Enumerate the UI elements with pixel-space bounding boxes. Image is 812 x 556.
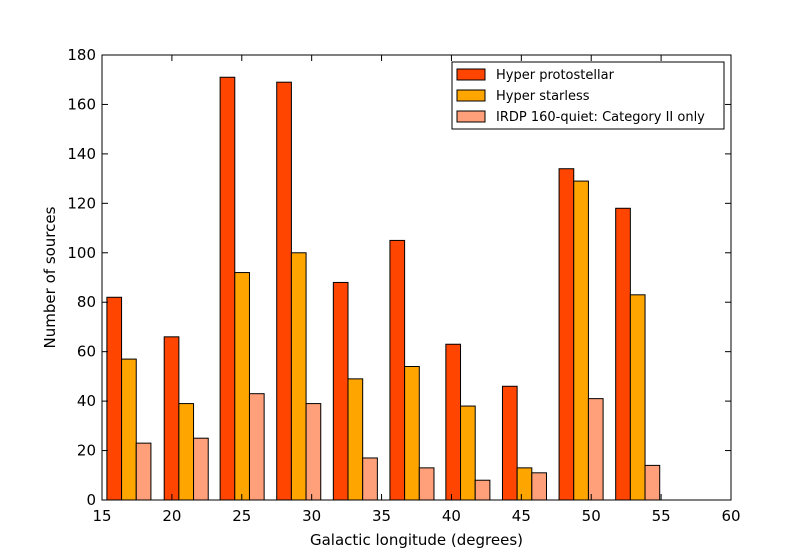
x-tick-label: 20 bbox=[162, 507, 181, 525]
x-tick-label: 60 bbox=[721, 507, 740, 525]
legend: Hyper protostellar Hyper starless IRDP 160… bbox=[451, 61, 725, 130]
y-tick-label: 180 bbox=[67, 46, 96, 64]
bar-series2-bin2 bbox=[178, 403, 195, 501]
y-tick-label: 20 bbox=[77, 442, 96, 460]
legend-label: Hyper starless bbox=[496, 89, 590, 104]
bar-series2-bin9 bbox=[573, 180, 589, 501]
y-tick-label: 60 bbox=[77, 343, 96, 361]
bar-series1-bin7 bbox=[445, 343, 462, 501]
x-tick-label: 35 bbox=[372, 507, 391, 525]
bar-series1-bin10 bbox=[615, 207, 631, 501]
y-tick-label: 100 bbox=[67, 244, 96, 262]
bar-series3-bin9 bbox=[587, 398, 604, 501]
x-tick-label: 30 bbox=[302, 507, 321, 525]
x-tick-label: 15 bbox=[92, 507, 111, 525]
legend-swatch bbox=[456, 89, 486, 102]
x-tick-label: 45 bbox=[512, 507, 531, 525]
x-tick-label: 50 bbox=[582, 507, 601, 525]
bar-series2-bin1 bbox=[121, 358, 137, 501]
legend-swatch bbox=[456, 110, 486, 123]
bar-series3-bin1 bbox=[135, 442, 152, 501]
bar-series1-bin5 bbox=[332, 281, 349, 501]
bar-series2-bin6 bbox=[404, 366, 420, 501]
y-tick-label: 160 bbox=[67, 95, 96, 113]
bar-series2-bin8 bbox=[516, 467, 533, 501]
bar-series1-bin1 bbox=[106, 296, 123, 501]
legend-box bbox=[451, 61, 725, 130]
bar-series3-bin10 bbox=[644, 464, 661, 501]
bar-series2-bin4 bbox=[290, 252, 307, 501]
x-tick-label: 40 bbox=[442, 507, 461, 525]
bar-series3-bin8 bbox=[531, 472, 547, 501]
bar-series3-bin3 bbox=[248, 393, 265, 501]
bar-series1-bin2 bbox=[163, 336, 180, 501]
legend-label: Hyper protostellar bbox=[496, 68, 615, 83]
axis-ticks: 15 20 25 30 35 40 45 50 55 60 0 20 40 60 80 100 120 140 16… bbox=[67, 46, 740, 525]
y-tick-label: 0 bbox=[86, 491, 96, 509]
bar-series3-bin5 bbox=[362, 457, 378, 501]
bar-series2-bin5 bbox=[347, 378, 364, 501]
y-tick-label: 120 bbox=[67, 194, 96, 212]
x-tick-label: 25 bbox=[232, 507, 251, 525]
bar-series3-bin7 bbox=[474, 479, 491, 501]
legend-swatch bbox=[456, 68, 486, 81]
y-tick-label: 80 bbox=[77, 293, 96, 311]
bar-series1-bin9 bbox=[558, 168, 575, 501]
bar-series3-bin2 bbox=[193, 437, 209, 501]
x-axis-label: Galactic longitude (degrees) bbox=[310, 531, 523, 549]
bar-series2-bin10 bbox=[629, 294, 646, 501]
legend-label: IRDP 160-quiet: Category II only bbox=[496, 110, 705, 125]
y-tick-label: 40 bbox=[77, 392, 96, 410]
plot-area-frame bbox=[101, 54, 732, 501]
bar-series3-bin4 bbox=[305, 403, 322, 501]
bar-series1-bin8 bbox=[501, 385, 518, 501]
bar-series1-bin3 bbox=[219, 76, 236, 501]
x-tick-label: 55 bbox=[652, 507, 671, 525]
bar-series3-bin6 bbox=[418, 467, 435, 501]
bars-group bbox=[106, 76, 661, 501]
y-tick-label: 140 bbox=[67, 145, 96, 163]
y-axis-label: Number of sources bbox=[41, 206, 59, 348]
bar-series2-bin3 bbox=[234, 272, 250, 501]
bar-series2-bin7 bbox=[460, 405, 476, 501]
bar-series1-bin6 bbox=[389, 239, 406, 501]
bar-series1-bin4 bbox=[276, 81, 292, 501]
